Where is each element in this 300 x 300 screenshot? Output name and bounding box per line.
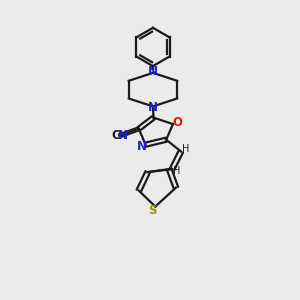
Text: C: C	[112, 129, 120, 142]
Text: N: N	[148, 65, 158, 78]
Text: N: N	[136, 140, 146, 153]
Text: O: O	[172, 116, 182, 129]
Text: S: S	[148, 204, 157, 217]
Text: H: H	[173, 167, 181, 176]
Text: N: N	[117, 129, 128, 142]
Text: N: N	[148, 101, 158, 114]
Text: H: H	[182, 143, 189, 154]
